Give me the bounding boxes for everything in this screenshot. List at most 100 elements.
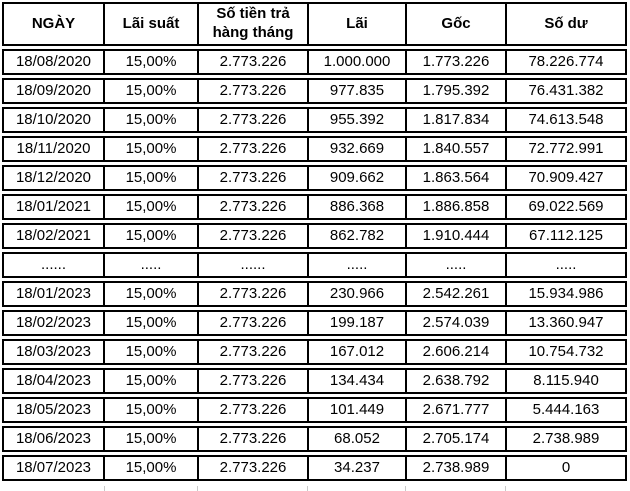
- table-cell: 2.773.226: [198, 49, 308, 75]
- table-cell: 18/11/2020: [2, 136, 104, 162]
- table-cell: 67.112.125: [506, 223, 627, 249]
- column-header: NGÀY: [2, 2, 104, 46]
- table-cell: 13.360.947: [506, 310, 627, 336]
- table-cell: 15,00%: [104, 107, 198, 133]
- table-cell: 1.817.834: [406, 107, 506, 133]
- table-cell: 2.638.792: [406, 368, 506, 394]
- table-cell: .....: [104, 252, 198, 278]
- gridline-stub: [307, 486, 308, 491]
- column-header: Lãi: [308, 2, 406, 46]
- table-cell: 18/09/2020: [2, 78, 104, 104]
- column-header: Số dư: [506, 2, 627, 46]
- table-cell: 15,00%: [104, 281, 198, 307]
- table-row: 18/05/2023 15,00% 2.773.226 101.449 2.671.77…: [2, 397, 627, 423]
- table-cell: 909.662: [308, 165, 406, 191]
- table-cell: 2.671.777: [406, 397, 506, 423]
- gridline-stub: [405, 486, 406, 491]
- table-cell: 18/12/2020: [2, 165, 104, 191]
- table-row: 18/02/2023 15,00% 2.773.226 199.187 2.574.03…: [2, 310, 627, 336]
- table-cell: 2.705.174: [406, 426, 506, 452]
- table-cell: 2.773.226: [198, 397, 308, 423]
- table-cell: 1.840.557: [406, 136, 506, 162]
- table-cell: 15,00%: [104, 223, 198, 249]
- table-cell: 18/01/2023: [2, 281, 104, 307]
- table-cell: 15,00%: [104, 455, 198, 481]
- table-cell: 2.738.989: [506, 426, 627, 452]
- table-cell: 8.115.940: [506, 368, 627, 394]
- table-row: 18/01/2023 15,00% 2.773.226 230.966 2.542.26…: [2, 281, 627, 307]
- table-cell: 977.835: [308, 78, 406, 104]
- table-cell: 15,00%: [104, 165, 198, 191]
- table-cell: 0: [506, 455, 627, 481]
- table-cell: 932.669: [308, 136, 406, 162]
- table-cell: 15,00%: [104, 136, 198, 162]
- table-cell: 18/06/2023: [2, 426, 104, 452]
- table-cell: 15,00%: [104, 368, 198, 394]
- table-row: 18/12/2020 15,00% 2.773.226 909.662 1.863.56…: [2, 165, 627, 191]
- table-cell: 2.773.226: [198, 165, 308, 191]
- table-cell: .....: [406, 252, 506, 278]
- table-cell: 1.773.226: [406, 49, 506, 75]
- table-cell: 15,00%: [104, 426, 198, 452]
- table-cell: 1.886.858: [406, 194, 506, 220]
- table-cell: 862.782: [308, 223, 406, 249]
- table-cell: 2.773.226: [198, 368, 308, 394]
- table-row: 18/03/2023 15,00% 2.773.226 167.012 2.606.21…: [2, 339, 627, 365]
- column-header: Số tiền trả hàng tháng: [198, 2, 308, 46]
- gridline-stub: [197, 486, 198, 491]
- table-cell: ......: [2, 252, 104, 278]
- table-cell: 2.773.226: [198, 455, 308, 481]
- table-cell: 2.773.226: [198, 223, 308, 249]
- table-cell: 2.773.226: [198, 107, 308, 133]
- table-cell: 18/02/2021: [2, 223, 104, 249]
- table-cell: 101.449: [308, 397, 406, 423]
- table-cell: 18/08/2020: [2, 49, 104, 75]
- table-cell: 2.773.226: [198, 310, 308, 336]
- table-cell: 2.773.226: [198, 78, 308, 104]
- table-row: ................................: [2, 252, 627, 278]
- table-body: 18/08/2020 15,00% 2.773.226 1.000.000 1.773.…: [2, 49, 627, 481]
- table-cell: 69.022.569: [506, 194, 627, 220]
- table-cell: 70.909.427: [506, 165, 627, 191]
- table-cell: 18/04/2023: [2, 368, 104, 394]
- table-cell: 955.392: [308, 107, 406, 133]
- table-cell: 74.613.548: [506, 107, 627, 133]
- table-cell: 34.237: [308, 455, 406, 481]
- table-cell: 18/07/2023: [2, 455, 104, 481]
- table-row: 18/07/2023 15,00% 2.773.226 34.237 2.738.989…: [2, 455, 627, 481]
- table-cell: 18/01/2021: [2, 194, 104, 220]
- table-row: 18/09/2020 15,00% 2.773.226 977.835 1.795.39…: [2, 78, 627, 104]
- table-cell: 15,00%: [104, 49, 198, 75]
- table-cell: 15.934.986: [506, 281, 627, 307]
- table-cell: 199.187: [308, 310, 406, 336]
- column-header: Gốc: [406, 2, 506, 46]
- table-cell: 10.754.732: [506, 339, 627, 365]
- table-cell: 2.773.226: [198, 339, 308, 365]
- table-cell: 15,00%: [104, 339, 198, 365]
- table-cell: 15,00%: [104, 310, 198, 336]
- table-cell: 2.773.226: [198, 281, 308, 307]
- table-cell: 167.012: [308, 339, 406, 365]
- amortization-table: NGÀY Lãi suất Số tiền trả hàng tháng Lãi Gốc…: [2, 0, 627, 484]
- table-cell: 2.542.261: [406, 281, 506, 307]
- table-cell: 18/03/2023: [2, 339, 104, 365]
- table-cell: 78.226.774: [506, 49, 627, 75]
- table-cell: 2.606.214: [406, 339, 506, 365]
- table-row: 18/01/2021 15,00% 2.773.226 886.368 1.886.85…: [2, 194, 627, 220]
- table-cell: 76.431.382: [506, 78, 627, 104]
- table-cell: 15,00%: [104, 78, 198, 104]
- table-cell: 2.738.989: [406, 455, 506, 481]
- table-row: 18/02/2021 15,00% 2.773.226 862.782 1.910.44…: [2, 223, 627, 249]
- table-cell: .....: [308, 252, 406, 278]
- table-cell: 1.863.564: [406, 165, 506, 191]
- table-cell: 5.444.163: [506, 397, 627, 423]
- table-cell: 18/10/2020: [2, 107, 104, 133]
- table-row: 18/10/2020 15,00% 2.773.226 955.392 1.817.83…: [2, 107, 627, 133]
- table-row: 18/04/2023 15,00% 2.773.226 134.434 2.638.79…: [2, 368, 627, 394]
- table-cell: 2.773.226: [198, 194, 308, 220]
- table-cell: 18/05/2023: [2, 397, 104, 423]
- table-cell: 230.966: [308, 281, 406, 307]
- header-row: NGÀY Lãi suất Số tiền trả hàng tháng Lãi Gốc…: [2, 2, 627, 46]
- table-row: 18/11/2020 15,00% 2.773.226 932.669 1.840.55…: [2, 136, 627, 162]
